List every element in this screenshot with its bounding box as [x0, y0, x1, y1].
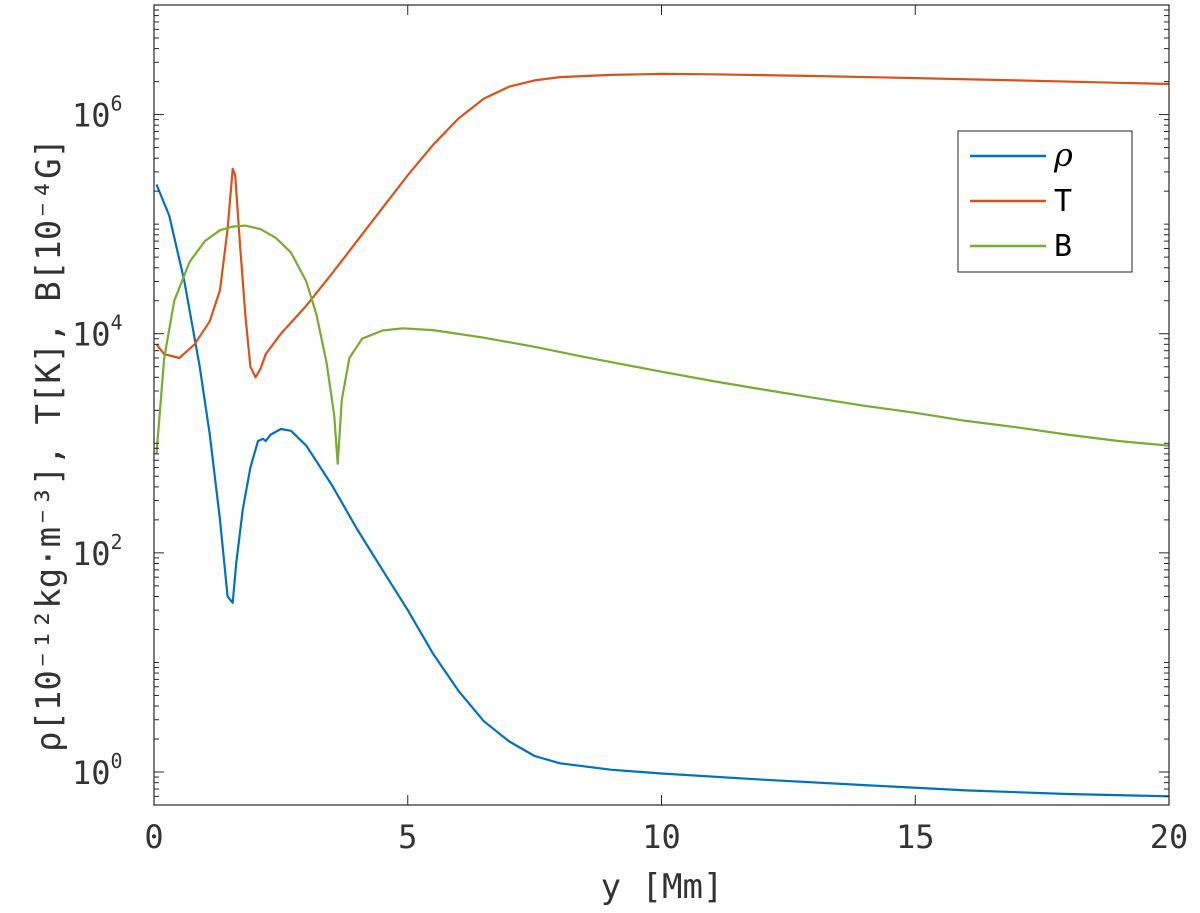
x-tick-label: 5	[398, 818, 417, 856]
series-line-B	[155, 224, 1170, 465]
plot-area	[154, 5, 1169, 805]
legend-label-T: T	[1054, 184, 1072, 219]
x-tick-label: 20	[1150, 818, 1189, 856]
tick-layer	[153, 4, 1170, 806]
series-line-T	[155, 72, 1170, 379]
series-layer	[155, 72, 1170, 798]
x-axis-label: y [Mm]	[601, 867, 724, 907]
y-tick-label: 104	[72, 311, 123, 354]
series-line-rho	[155, 184, 1170, 798]
tick-label-layer: 0 5 10 15 20 100 102 104 106	[72, 92, 1188, 856]
y-axis-label: ρ[10⁻¹²kg·m⁻³], T[K], B[10⁻⁴G]	[29, 138, 69, 752]
legend-label-rho: ρ	[1053, 136, 1073, 174]
x-tick-label: 0	[144, 818, 163, 856]
y-tick-label: 100	[72, 749, 123, 792]
legend: ρ T B	[957, 130, 1133, 273]
y-tick-label: 106	[72, 92, 123, 135]
legend-label-B: B	[1054, 229, 1072, 264]
x-tick-label: 15	[896, 818, 935, 856]
y-tick-label: 102	[72, 530, 123, 573]
x-tick-label: 10	[642, 818, 681, 856]
